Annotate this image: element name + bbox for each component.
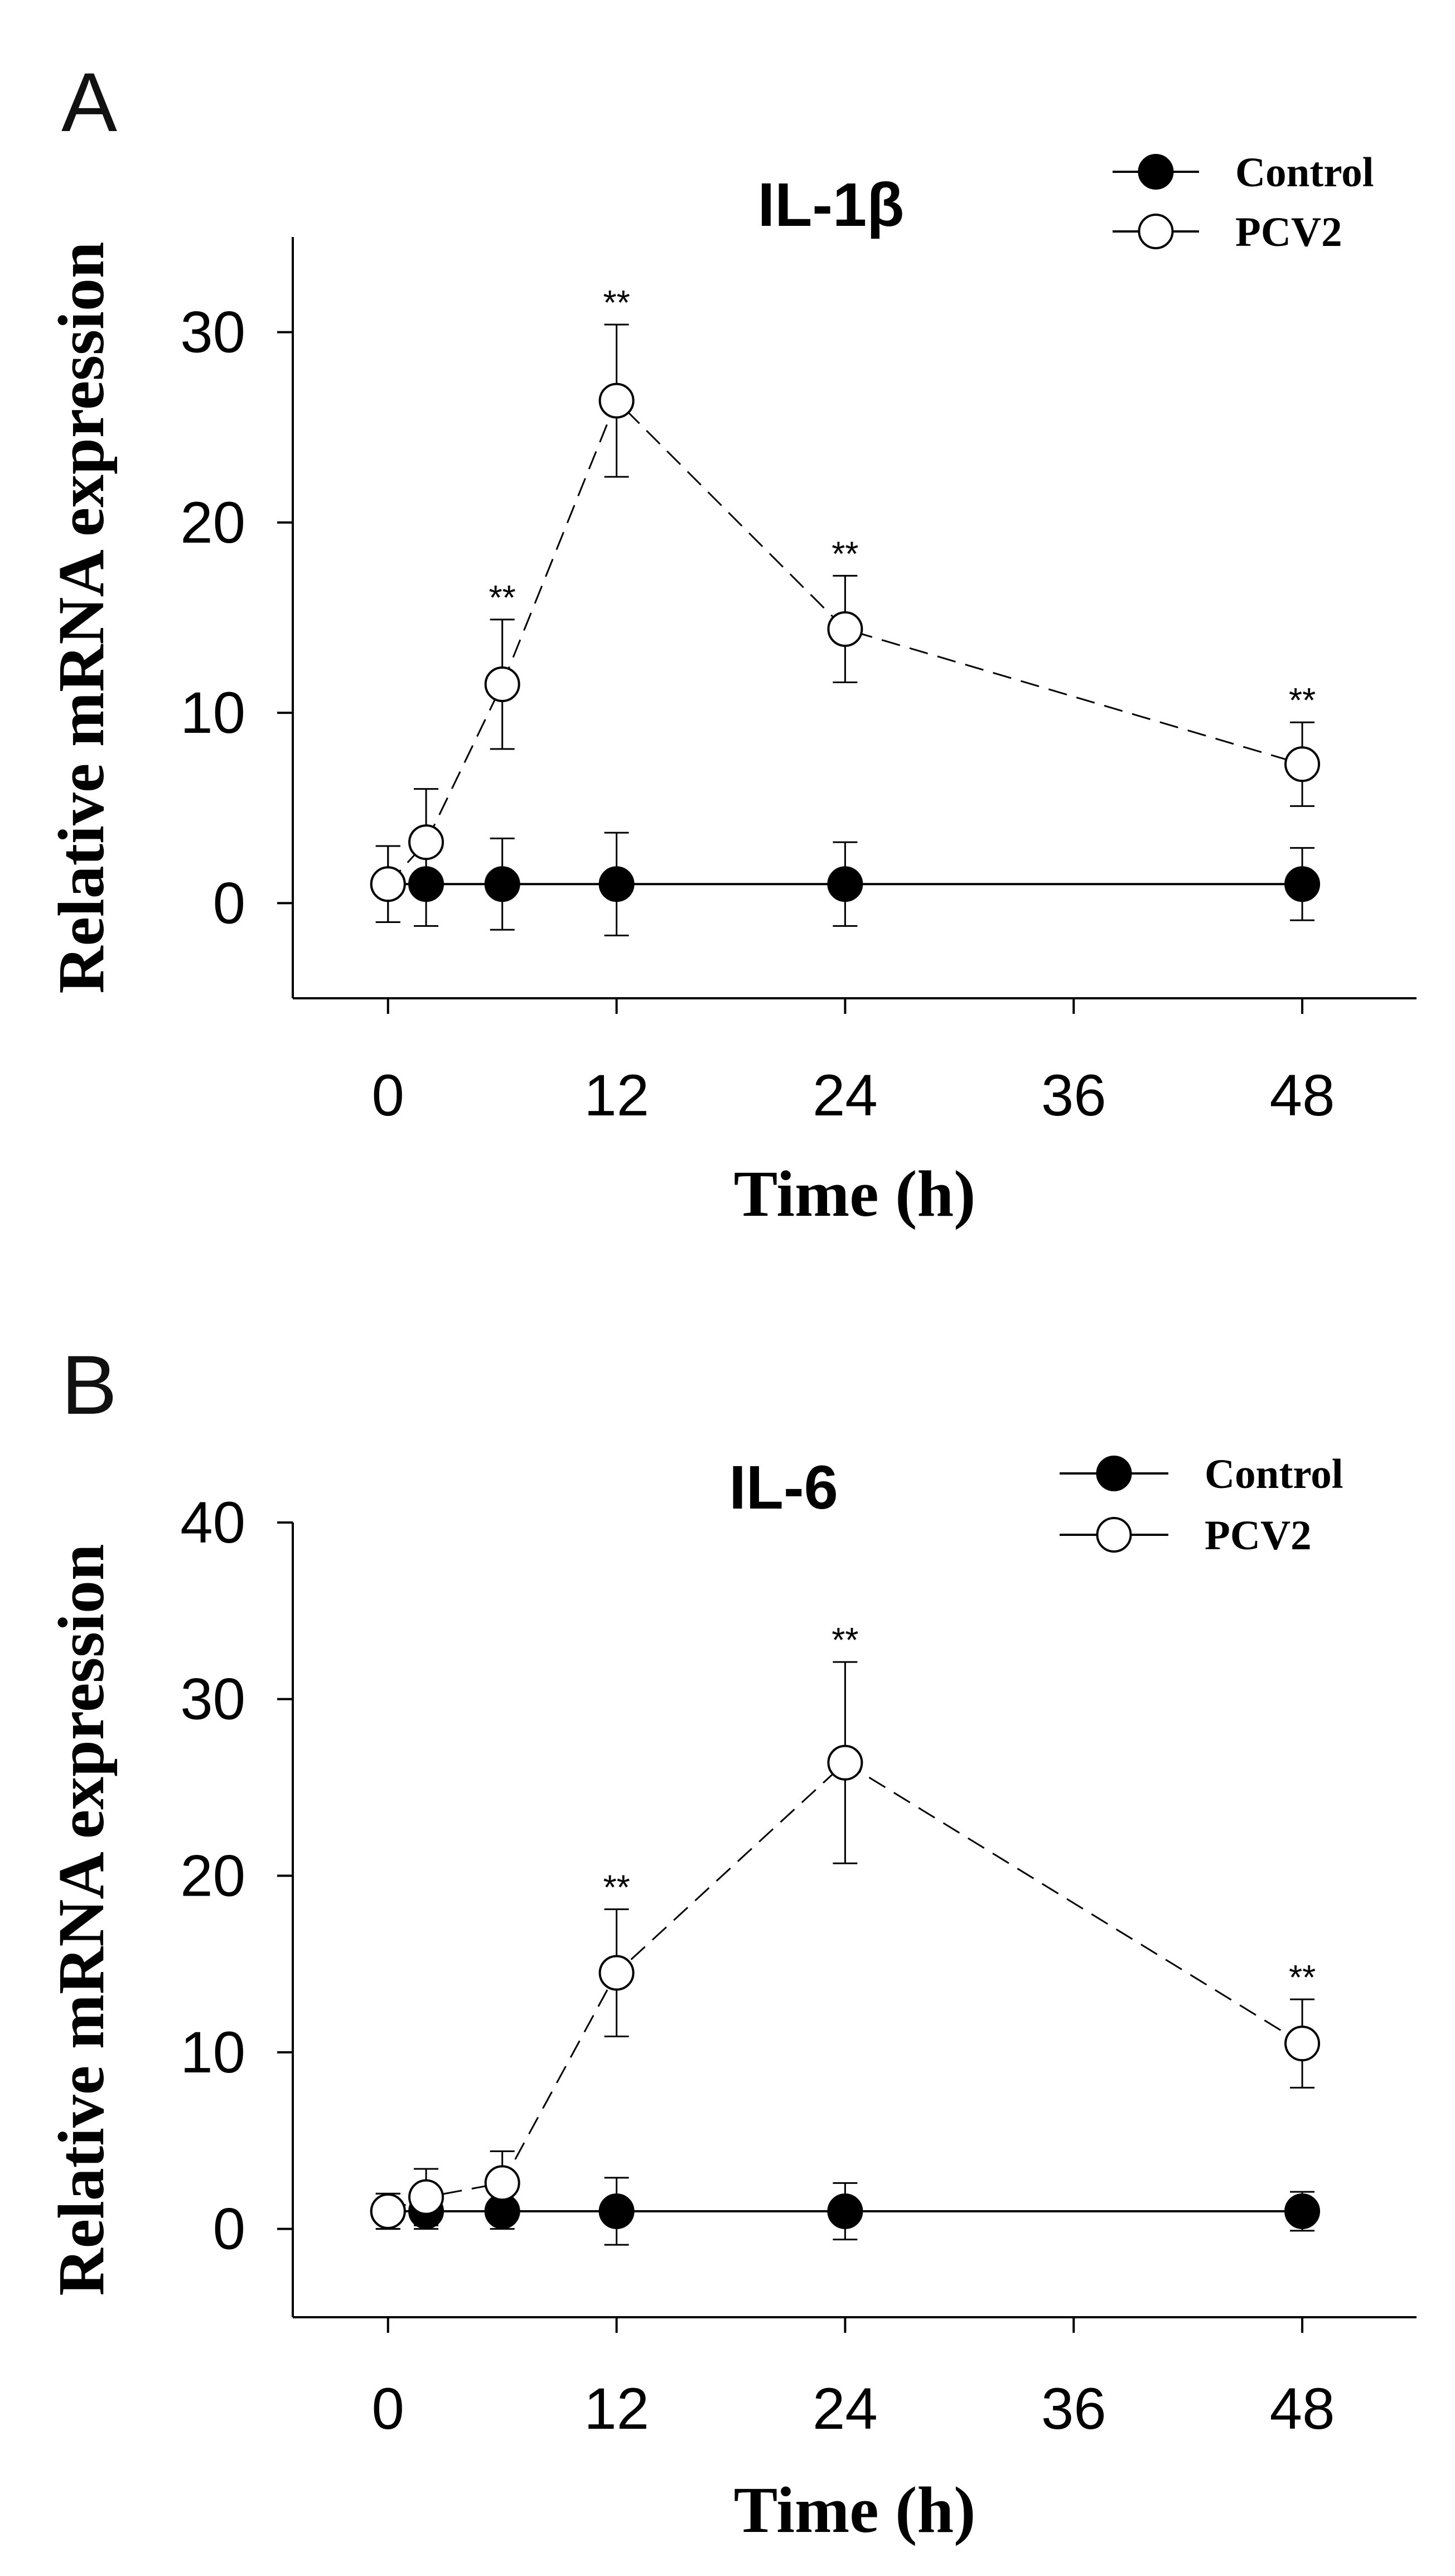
data-point — [1284, 2193, 1321, 2229]
data-point — [1284, 866, 1321, 902]
data-point — [598, 1955, 635, 1991]
data-point — [598, 383, 635, 419]
data-point — [370, 2193, 406, 2229]
significance-label: ** — [603, 284, 630, 322]
significance-label: ** — [1289, 1959, 1316, 1997]
x-tick-label: 36 — [1041, 1063, 1106, 1128]
legend: Control PCV2 — [1060, 1451, 1343, 1559]
x-tick-label: 24 — [813, 2376, 878, 2442]
x-tick-label: 48 — [1270, 2376, 1335, 2442]
legend-marker — [1138, 214, 1174, 249]
series-pcv2: ** ** ** — [370, 1621, 1321, 2230]
data-point — [370, 866, 406, 902]
legend-marker — [1096, 1456, 1132, 1491]
data-point — [827, 2193, 863, 2229]
panel-letter: B — [61, 1338, 117, 1432]
y-tick-label: 0 — [213, 871, 245, 936]
data-point — [1284, 2026, 1321, 2062]
data-point — [484, 666, 520, 702]
data-point — [408, 2179, 444, 2215]
significance-label: ** — [832, 1621, 858, 1660]
data-point — [1284, 746, 1321, 782]
y-tick-label: 20 — [180, 490, 245, 555]
chart-title: IL-6 — [729, 1453, 838, 1522]
legend-marker — [1096, 1517, 1132, 1553]
x-tick-label: 12 — [584, 1063, 649, 1128]
legend-label: Control — [1205, 1451, 1343, 1497]
y-tick-label: 0 — [213, 2197, 245, 2262]
x-tick-label: 0 — [372, 2376, 404, 2442]
y-tick-label: 30 — [180, 300, 245, 365]
significance-label: ** — [489, 579, 516, 617]
x-tick-label: 36 — [1041, 2376, 1106, 2442]
chart-panel-b: B IL-6 0 10 20 30 40 0 12 24 36 48 Time (h) Relative … — [45, 1338, 1417, 2546]
data-point — [827, 1744, 863, 1781]
x-tick-label: 0 — [372, 1063, 404, 1128]
series-pcv2: ** ** ** ** — [370, 284, 1321, 923]
x-axis-label: Time (h) — [734, 2473, 976, 2546]
significance-label: ** — [603, 1869, 630, 1907]
y-tick-label: 10 — [180, 680, 245, 746]
x-tick-label: 12 — [584, 2376, 649, 2442]
legend-label: Control — [1235, 149, 1374, 196]
data-point — [484, 2165, 520, 2201]
legend-label: PCV2 — [1235, 209, 1342, 255]
panel-letter: A — [61, 55, 117, 149]
x-tick-label: 24 — [813, 1063, 878, 1128]
data-point — [827, 866, 863, 902]
y-tick-label: 10 — [180, 2020, 245, 2085]
y-axis-label: Relative mRNA expression — [45, 241, 118, 993]
data-point — [484, 866, 520, 902]
data-point — [598, 866, 635, 902]
data-point — [827, 611, 863, 647]
significance-label: ** — [832, 535, 858, 573]
significance-label: ** — [1289, 682, 1316, 720]
y-tick-label: 40 — [180, 1490, 245, 1555]
y-axis-label: Relative mRNA expression — [45, 1544, 118, 2295]
data-point — [408, 824, 444, 861]
legend-label: PCV2 — [1205, 1512, 1312, 1559]
data-point — [598, 2193, 635, 2229]
y-tick-label: 30 — [180, 1667, 245, 1732]
chart-title: IL-1β — [758, 171, 905, 239]
legend-marker — [1138, 154, 1174, 190]
y-tick-label: 20 — [180, 1843, 245, 1908]
chart-panel-a: A IL-1β 0 10 20 30 0 12 24 36 48 Time (h) Relative m… — [45, 55, 1417, 1230]
x-tick-label: 48 — [1270, 1063, 1335, 1128]
series-control — [370, 832, 1321, 936]
x-axis-label: Time (h) — [734, 1157, 976, 1230]
legend: Control PCV2 — [1113, 149, 1374, 255]
